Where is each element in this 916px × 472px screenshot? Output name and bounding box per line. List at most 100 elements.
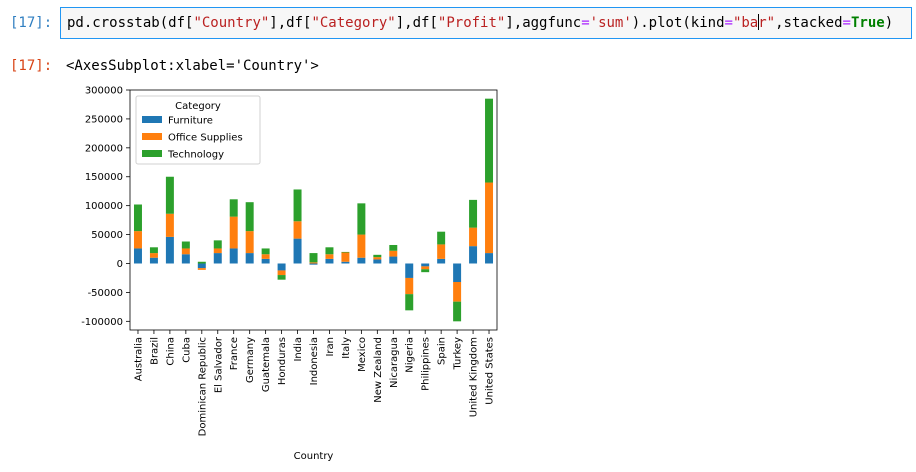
bar-segment	[229, 199, 238, 217]
bar-segment	[325, 254, 334, 259]
x-tick-label: Guatemala	[261, 337, 272, 392]
code-token: True	[850, 15, 885, 31]
code-token: 'sum'	[589, 15, 632, 31]
bar-segment	[197, 261, 206, 264]
x-tick-label: Philippines	[421, 337, 432, 391]
bar-segment	[405, 277, 414, 295]
code-token: "Profit"	[437, 15, 506, 31]
x-tick-label: China	[165, 337, 176, 366]
bar-segment	[165, 236, 174, 264]
x-tick-label: Cuba	[181, 337, 192, 363]
legend-swatch	[142, 116, 162, 123]
x-tick-label: Indonesia	[309, 337, 320, 385]
bar-segment	[357, 257, 366, 264]
bar-segment	[485, 253, 494, 264]
code-token: r"	[758, 15, 776, 31]
code-token: "Country"	[193, 15, 270, 31]
code-token: =	[724, 15, 733, 31]
bar-segment	[309, 263, 318, 265]
bar-segment	[181, 241, 190, 249]
bar-segment	[229, 216, 238, 249]
bar-segment	[133, 248, 142, 264]
x-tick-label: Iran	[325, 337, 336, 357]
bar-segment	[437, 231, 446, 245]
bar-segment	[197, 268, 206, 270]
y-tick-label: -100000	[81, 317, 123, 328]
bar-segment	[325, 247, 334, 255]
code-token: pd.crosstab(df[	[67, 15, 194, 31]
code-cell-input[interactable]: pd.crosstab(df["Country"],df["Category"]…	[60, 7, 912, 39]
y-tick-label: 100000	[85, 201, 123, 212]
bar-segment	[133, 204, 142, 232]
code-token: )	[884, 15, 894, 31]
bar-segment	[373, 254, 382, 258]
x-tick-label: Spain	[437, 337, 448, 365]
code-token: =	[842, 15, 851, 31]
bar-segment	[453, 301, 462, 322]
bar-segment	[469, 246, 478, 264]
x-tick-label: Germany	[245, 337, 256, 383]
bar-segment	[309, 262, 318, 264]
y-tick-label: 0	[117, 259, 123, 270]
code-editor[interactable]: pd.crosstab(df["Country"],df["Category"]…	[67, 14, 893, 31]
text-cursor	[757, 14, 759, 30]
y-tick-label: 300000	[85, 86, 123, 97]
x-tick-label: India	[293, 337, 304, 362]
y-tick-label: 150000	[85, 172, 123, 183]
bar-segment	[277, 270, 286, 276]
code-token: "Category"	[311, 15, 396, 31]
bar-segment	[245, 231, 254, 254]
x-tick-label: United States	[485, 337, 496, 405]
bar-segment	[245, 202, 254, 232]
bar-segment	[261, 248, 270, 255]
bar-segment	[373, 259, 382, 264]
y-tick-label: -50000	[88, 288, 123, 299]
y-tick-label: 200000	[85, 143, 123, 154]
bar-segment	[405, 294, 414, 311]
legend-entry: Office Supplies	[168, 133, 243, 144]
bar-segment	[357, 234, 366, 258]
bar-segment	[469, 199, 478, 228]
bar-segment	[165, 176, 174, 214]
bar-segment	[149, 247, 158, 254]
legend-box	[135, 95, 261, 165]
bar-segment	[213, 240, 222, 249]
y-tick-label: 250000	[85, 114, 123, 125]
x-tick-label: Honduras	[277, 337, 288, 385]
bar-segment	[453, 282, 462, 302]
bar-segment	[389, 250, 398, 257]
legend-title: Category	[175, 101, 221, 112]
bar-segment	[405, 263, 414, 278]
x-tick-label: Brazil	[149, 337, 160, 365]
bar-segment	[197, 263, 206, 269]
legend-swatch	[142, 133, 162, 140]
bar-segment	[165, 213, 174, 237]
bar-segment	[293, 238, 302, 264]
bar-segment	[277, 275, 286, 280]
bar-segment	[485, 98, 494, 183]
x-tick-label: Australia	[133, 337, 144, 381]
bar-segment	[421, 266, 430, 270]
legend-entry: Technology	[167, 150, 224, 161]
output-prompt: [17]:	[10, 58, 53, 74]
bar-segment	[133, 231, 142, 249]
x-tick-label: New Zealand	[373, 337, 384, 403]
bar-segment	[485, 182, 494, 254]
code-token: ).plot(kind	[631, 15, 725, 31]
bar-segment	[277, 263, 286, 271]
bar-segment	[213, 253, 222, 264]
x-tick-label: Nigeria	[405, 337, 416, 373]
bar-segment	[245, 253, 254, 264]
bar-segment	[293, 189, 302, 222]
bar-segment	[357, 203, 366, 235]
bar-segment	[341, 252, 350, 262]
x-tick-label: Dominican Republic	[197, 337, 208, 436]
code-token: ,stacked	[775, 15, 843, 31]
bar-segment	[213, 248, 222, 254]
bar-segment	[389, 244, 398, 251]
legend-swatch	[142, 150, 162, 157]
bar-segment	[261, 258, 270, 264]
bar-segment	[421, 269, 430, 273]
bar-segment	[437, 244, 446, 259]
bar-segment	[453, 263, 462, 282]
